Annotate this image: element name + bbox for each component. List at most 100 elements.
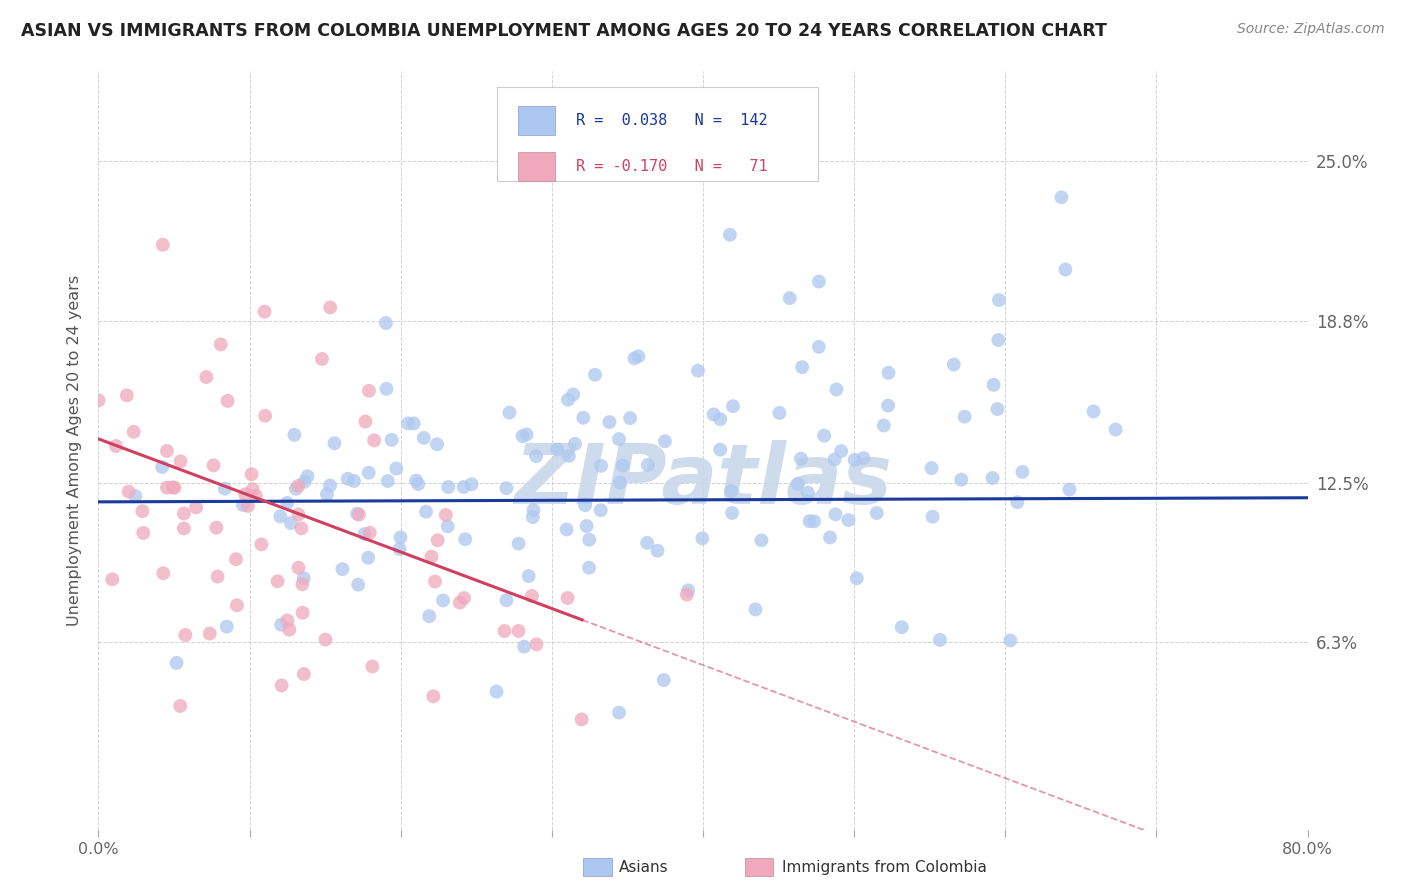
Point (385, 461, 408, 475)
Point (1007, 495, 1029, 509)
Point (589, 503, 612, 517)
Point (517, 569, 540, 583)
Point (578, 560, 600, 574)
Point (240, 467, 263, 482)
Point (311, 351, 333, 366)
Point (336, 472, 359, 486)
Point (332, 562, 354, 576)
Point (571, 713, 593, 727)
Point (953, 409, 976, 424)
Point (184, 500, 207, 515)
Text: Immigrants from Colombia: Immigrants from Colombia (782, 860, 987, 874)
Point (1059, 483, 1081, 497)
Point (692, 532, 714, 546)
Point (619, 411, 641, 425)
Point (557, 392, 579, 407)
Point (357, 466, 380, 480)
Point (152, 566, 174, 581)
Point (837, 513, 859, 527)
Point (276, 614, 298, 628)
Point (297, 469, 319, 483)
Point (987, 333, 1010, 347)
Point (101, 572, 124, 586)
Point (354, 415, 377, 429)
Point (166, 656, 188, 670)
Point (598, 415, 620, 429)
Point (460, 477, 482, 491)
Point (346, 507, 368, 521)
Point (420, 549, 443, 564)
Point (873, 418, 896, 433)
Point (676, 583, 699, 598)
Point (287, 561, 309, 575)
Point (412, 431, 434, 445)
Point (284, 482, 307, 496)
Point (609, 475, 631, 490)
Point (437, 480, 460, 494)
Point (607, 432, 630, 446)
Point (790, 360, 813, 375)
Point (291, 577, 314, 591)
Point (449, 596, 471, 610)
Point (319, 478, 342, 492)
Point (866, 506, 889, 520)
Point (207, 569, 229, 583)
Point (174, 628, 197, 642)
Point (575, 519, 598, 533)
Point (406, 477, 429, 491)
Point (813, 428, 835, 442)
Point (522, 503, 544, 517)
Point (607, 706, 630, 720)
Point (779, 291, 801, 305)
Point (209, 337, 232, 351)
Point (825, 383, 848, 397)
Point (546, 442, 568, 457)
Point (981, 471, 1004, 485)
Point (520, 589, 543, 603)
Point (202, 458, 225, 473)
Point (418, 609, 440, 624)
Point (432, 593, 454, 607)
Point (226, 599, 249, 613)
Point (583, 368, 606, 382)
Point (278, 623, 301, 637)
Point (131, 504, 153, 518)
Point (225, 552, 247, 566)
Point (512, 429, 534, 443)
Point (290, 521, 312, 535)
Point (269, 509, 291, 524)
Point (169, 454, 191, 468)
Point (612, 458, 634, 473)
Point (498, 406, 520, 420)
Point (214, 482, 236, 496)
Point (1104, 423, 1126, 437)
Point (316, 487, 339, 501)
Point (436, 519, 458, 533)
Point (195, 370, 218, 384)
Point (686, 364, 709, 378)
Point (169, 698, 191, 713)
Point (572, 410, 595, 425)
Point (122, 425, 145, 439)
FancyBboxPatch shape (498, 87, 818, 181)
Bar (517, 106, 555, 135)
Point (720, 484, 742, 499)
Point (363, 434, 385, 448)
Point (627, 350, 650, 364)
Point (485, 684, 508, 698)
Point (115, 388, 138, 402)
Point (389, 530, 412, 544)
Point (709, 442, 731, 457)
Point (877, 399, 900, 413)
Point (636, 536, 658, 550)
Point (844, 453, 866, 467)
Point (232, 498, 254, 512)
Text: ASIAN VS IMMIGRANTS FROM COLOMBIA UNEMPLOYMENT AMONG AGES 20 TO 24 YEARS CORRELA: ASIAN VS IMMIGRANTS FROM COLOMBIA UNEMPL… (21, 22, 1107, 40)
Point (799, 514, 821, 528)
Point (292, 571, 315, 585)
Point (104, 439, 127, 453)
Text: Asians: Asians (619, 860, 668, 874)
Point (388, 541, 411, 556)
Point (426, 533, 449, 548)
Point (236, 499, 259, 513)
